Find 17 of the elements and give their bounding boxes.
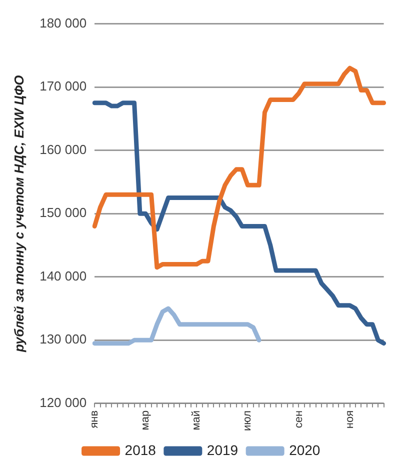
y-tick-label: 140 000: [40, 268, 87, 284]
x-tick-label: янв: [88, 410, 101, 428]
y-tick-label: 120 000: [40, 395, 87, 410]
x-tick-label: май: [190, 410, 203, 430]
y-tick-label: 150 000: [40, 205, 87, 220]
legend-label: 2019: [206, 442, 238, 458]
y-tick-label: 170 000: [40, 78, 87, 94]
y-tick-label: 180 000: [40, 15, 87, 30]
x-tick-label: ноя: [344, 410, 356, 429]
legend-label: 2018: [124, 442, 156, 458]
y-tick-label: 130 000: [40, 332, 87, 347]
legend-label: 2020: [289, 442, 320, 458]
x-tick-label: мар: [140, 410, 152, 430]
x-tick-label: сен: [292, 410, 305, 428]
y-tick-label: 160 000: [40, 142, 87, 157]
x-tick-label: июл: [242, 410, 254, 432]
y-axis-title: рублей за тонну с учетом НДС, EXW ЦФО: [11, 75, 26, 353]
